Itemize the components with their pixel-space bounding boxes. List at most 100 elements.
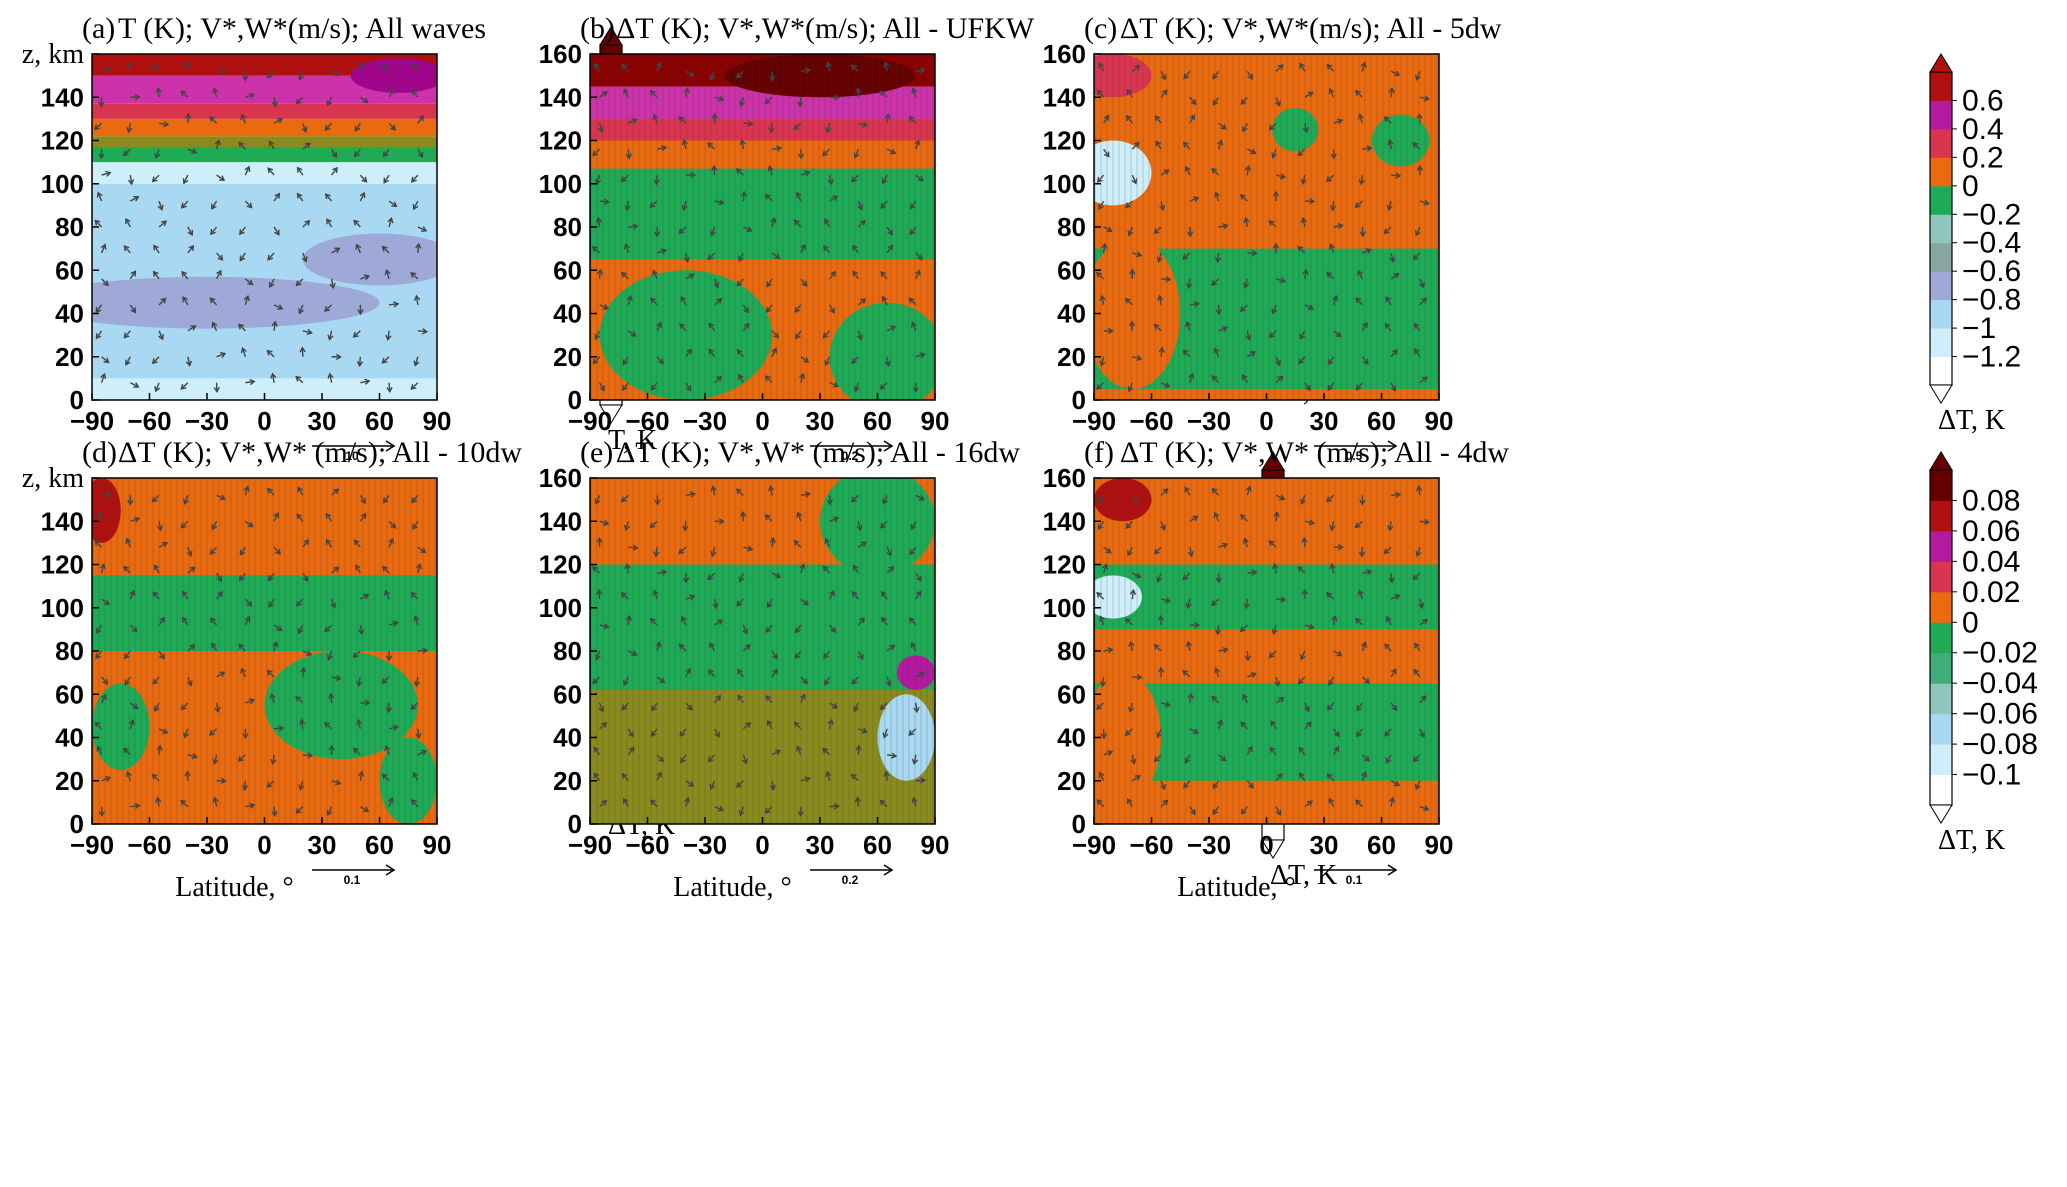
- x-tick-label: 60: [365, 406, 394, 436]
- wind-vector: [357, 676, 362, 686]
- wind-vector: [1275, 806, 1281, 816]
- wind-vector: [1101, 676, 1105, 686]
- wind-vector-head: [804, 170, 811, 177]
- wind-vector: [1419, 278, 1425, 288]
- wind-vector: [1412, 142, 1421, 150]
- wind-vector-head: [1097, 497, 1104, 504]
- wind-vector: [742, 754, 747, 764]
- wind-vector-head: [328, 744, 335, 751]
- wind-vector: [410, 382, 419, 390]
- wind-vector: [331, 566, 339, 574]
- wind-vector: [268, 598, 275, 608]
- wind-vector-head: [1336, 650, 1343, 657]
- wind-vector-head: [593, 772, 600, 779]
- wind-vector: [302, 650, 312, 656]
- wind-vector: [1297, 246, 1306, 254]
- wind-vector-head: [1211, 167, 1218, 174]
- wind-vector-head: [773, 332, 780, 339]
- wind-vector: [273, 624, 282, 631]
- wind-vector: [1390, 780, 1400, 786]
- wind-vector: [417, 546, 426, 553]
- wind-vector-head: [334, 70, 342, 77]
- wind-vector-head: [851, 176, 858, 183]
- wind-vector-head: [219, 351, 227, 358]
- wind-vector-head: [860, 541, 867, 548]
- wind-vector: [267, 70, 275, 78]
- wind-vector: [1299, 330, 1306, 340]
- wind-vector: [244, 486, 249, 496]
- wind-vector-head: [1358, 551, 1366, 558]
- wind-vector-head: [355, 564, 361, 571]
- wind-vector: [1160, 347, 1163, 357]
- wind-vector: [1247, 252, 1257, 255]
- wind-vector-head: [909, 617, 915, 624]
- wind-vector-head: [1157, 614, 1165, 621]
- wind-vector: [1242, 694, 1248, 704]
- wind-vector-head: [827, 718, 834, 726]
- wind-vector: [330, 598, 336, 608]
- wind-vector-head: [381, 565, 388, 572]
- wind-vector-head: [413, 615, 420, 622]
- wind-vector: [1390, 573, 1393, 583]
- wind-vector: [388, 88, 394, 98]
- wind-vector: [1097, 174, 1105, 183]
- wind-vector-head: [1183, 782, 1189, 789]
- wind-vector-head: [420, 547, 427, 554]
- wind-vector: [1189, 806, 1196, 815]
- wind-vector: [1272, 148, 1277, 158]
- wind-vector-head: [1329, 525, 1336, 532]
- wind-vector-head: [180, 202, 187, 209]
- wind-vector: [1240, 514, 1248, 522]
- wind-vector-head: [324, 626, 331, 633]
- wind-vector-head: [364, 378, 371, 385]
- wind-vector-head: [304, 142, 311, 149]
- wind-vector-head: [1217, 139, 1224, 146]
- wind-vector: [95, 330, 103, 339]
- wind-vector-head: [1182, 141, 1189, 148]
- wind-vector-head: [683, 256, 690, 264]
- x-tick-label: −60: [1129, 406, 1173, 436]
- wind-vector-head: [1248, 782, 1254, 789]
- wind-vector-head: [916, 575, 922, 582]
- wind-vector: [216, 494, 226, 500]
- wind-vector: [1275, 494, 1285, 500]
- wind-vector-head: [327, 372, 334, 379]
- wind-vector-head: [680, 295, 687, 303]
- wind-vector-head: [623, 88, 629, 95]
- wind-vector: [101, 278, 109, 286]
- wind-vector-head: [96, 627, 102, 634]
- wind-vector-head: [918, 671, 926, 678]
- colorbar-label: ΔT, K: [1270, 860, 1337, 891]
- wind-vector-head: [129, 589, 136, 596]
- wind-vector-head: [269, 692, 276, 700]
- wind-vector: [152, 174, 160, 182]
- wind-vector: [1211, 598, 1220, 606]
- wind-vector: [1302, 218, 1306, 228]
- wind-vector: [1242, 122, 1248, 132]
- wind-vector-head: [770, 217, 777, 224]
- wind-vector-head: [1099, 360, 1106, 367]
- wind-vector-head: [681, 204, 688, 212]
- wind-vector-head: [162, 728, 169, 734]
- wind-vector: [158, 650, 165, 659]
- wind-vector-head: [1279, 494, 1286, 501]
- wind-vector: [1127, 798, 1133, 808]
- wind-vector: [353, 650, 361, 658]
- wind-vector: [95, 650, 103, 659]
- wind-vector: [181, 200, 189, 209]
- wind-vector-head: [768, 127, 775, 134]
- wind-vector-head: [183, 498, 190, 506]
- wind-vector-head: [125, 217, 131, 225]
- wind-vector-head: [94, 540, 101, 546]
- y-tick-label: 20: [1057, 342, 1086, 372]
- wind-vector: [627, 149, 630, 159]
- wind-vector: [858, 122, 868, 127]
- wind-vector-head: [1365, 248, 1372, 254]
- wind-vector-head: [412, 523, 418, 531]
- wind-vector-head: [909, 229, 916, 236]
- wind-vector-head: [335, 779, 342, 786]
- wind-vector: [101, 356, 109, 364]
- wind-vector-head: [1275, 359, 1281, 367]
- wind-vector-head: [422, 647, 429, 654]
